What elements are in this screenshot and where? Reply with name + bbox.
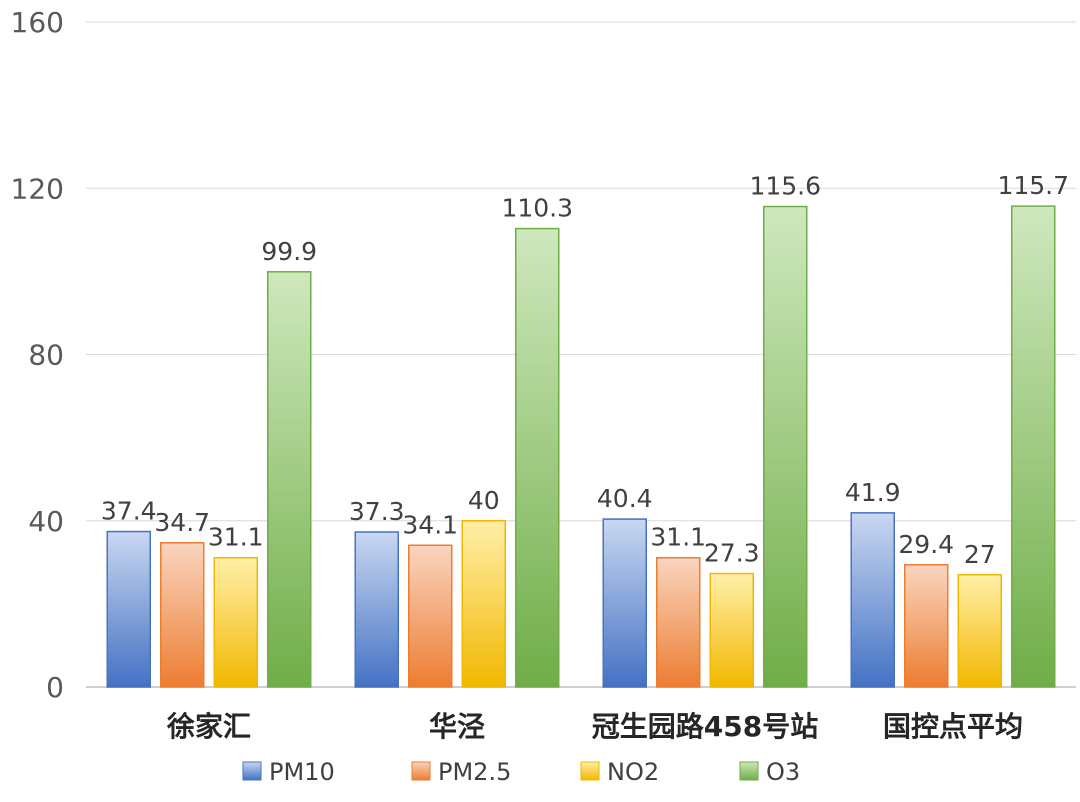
legend-label-no2: NO2 — [607, 758, 659, 786]
legend-swatch-pm25 — [411, 761, 431, 781]
data-label-pm25-2: 31.1 — [650, 523, 706, 552]
bar-pm25-2 — [656, 556, 701, 688]
data-label-no2-1: 40 — [468, 486, 500, 515]
category-label-1: 华泾 — [429, 710, 485, 743]
legend-label-pm25: PM2.5 — [438, 758, 511, 786]
legend-swatch-no2 — [580, 761, 600, 781]
bar-pm10-3 — [850, 512, 895, 688]
bar-pm25-0 — [160, 542, 205, 688]
legend: PM10 PM2.5 NO2 O3 — [242, 758, 800, 786]
y-tick-label-80: 80 — [28, 339, 64, 372]
bar-o3-2 — [763, 205, 808, 688]
legend-swatch-pm10 — [242, 761, 262, 781]
data-labels: 37.434.731.199.937.334.140110.340.431.12… — [101, 171, 1069, 569]
bar-no2-3 — [957, 574, 1002, 688]
bar-o3-3 — [1011, 205, 1056, 688]
data-label-no2-2: 27.3 — [704, 539, 760, 568]
data-label-pm25-0: 34.7 — [154, 508, 210, 537]
data-label-pm10-2: 40.4 — [597, 484, 653, 513]
legend-label-pm10: PM10 — [269, 758, 335, 786]
bars — [106, 205, 1056, 688]
bar-pm25-3 — [904, 564, 949, 688]
bar-pm10-1 — [354, 531, 399, 688]
data-label-no2-0: 31.1 — [208, 523, 264, 552]
category-label-3: 国控点平均 — [883, 710, 1023, 743]
x-axis-categories: 徐家汇 华泾 冠生园路458号站 国控点平均 — [166, 710, 1023, 743]
legend-label-o3: O3 — [766, 758, 800, 786]
bar-pm25-1 — [408, 544, 453, 688]
data-label-o3-2: 115.6 — [749, 172, 821, 201]
bar-no2-0 — [213, 556, 258, 688]
data-label-pm25-1: 34.1 — [402, 510, 458, 539]
bar-o3-1 — [515, 227, 560, 688]
y-tick-label-0: 0 — [46, 671, 64, 704]
y-tick-label-160: 160 — [11, 6, 64, 39]
bar-no2-1 — [461, 520, 506, 688]
data-label-pm10-3: 41.9 — [845, 478, 901, 507]
y-tick-label-120: 120 — [11, 172, 64, 205]
data-label-no2-3: 27 — [964, 540, 996, 569]
data-label-pm10-0: 37.4 — [101, 497, 157, 526]
y-tick-label-40: 40 — [28, 505, 64, 538]
y-axis-ticks: 0 40 80 120 160 — [11, 6, 64, 704]
data-label-o3-1: 110.3 — [501, 194, 573, 223]
data-label-o3-3: 115.7 — [997, 171, 1069, 200]
legend-swatch-o3 — [739, 761, 759, 781]
data-label-pm10-1: 37.3 — [349, 497, 405, 526]
category-label-2: 冠生园路458号站 — [592, 710, 818, 743]
bar-no2-2 — [709, 572, 754, 688]
data-label-o3-0: 99.9 — [261, 237, 317, 266]
bar-pm10-2 — [602, 518, 647, 688]
category-label-0: 徐家汇 — [166, 710, 251, 743]
data-label-pm25-3: 29.4 — [898, 530, 954, 559]
bar-o3-0 — [267, 271, 312, 688]
bar-pm10-0 — [106, 530, 151, 688]
